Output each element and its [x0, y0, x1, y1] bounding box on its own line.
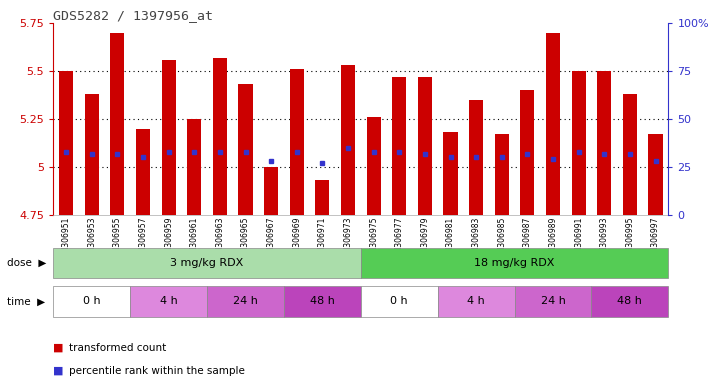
Bar	[592, 286, 668, 317]
Text: 18 mg/kg RDX: 18 mg/kg RDX	[474, 258, 555, 268]
Bar	[284, 286, 360, 317]
Text: 3 mg/kg RDX: 3 mg/kg RDX	[171, 258, 244, 268]
Text: 0 h: 0 h	[390, 296, 408, 306]
Text: percentile rank within the sample: percentile rank within the sample	[69, 366, 245, 376]
Text: 48 h: 48 h	[310, 296, 335, 306]
Bar	[136, 129, 150, 215]
Bar	[438, 286, 515, 317]
Bar	[289, 69, 304, 215]
Text: ■: ■	[53, 366, 68, 376]
Bar	[110, 33, 124, 215]
Bar	[623, 94, 637, 215]
Bar	[367, 117, 380, 215]
Bar	[392, 77, 406, 215]
Text: 48 h: 48 h	[617, 296, 642, 306]
Text: GDS5282 / 1397956_at: GDS5282 / 1397956_at	[53, 9, 213, 22]
Text: 24 h: 24 h	[233, 296, 258, 306]
Text: dose  ▶: dose ▶	[7, 258, 46, 268]
Bar	[520, 90, 535, 215]
Text: 4 h: 4 h	[160, 296, 178, 306]
Bar	[59, 71, 73, 215]
Bar	[597, 71, 611, 215]
Bar	[469, 100, 483, 215]
Bar	[360, 248, 668, 278]
Bar	[546, 33, 560, 215]
Bar	[572, 71, 586, 215]
Bar	[648, 134, 663, 215]
Text: transformed count: transformed count	[69, 343, 166, 353]
Bar	[207, 286, 284, 317]
Bar	[264, 167, 278, 215]
Text: time  ▶: time ▶	[7, 296, 46, 306]
Bar	[130, 286, 207, 317]
Bar	[341, 65, 355, 215]
Text: ■: ■	[53, 343, 68, 353]
Text: 4 h: 4 h	[467, 296, 485, 306]
Bar	[213, 58, 227, 215]
Bar	[238, 84, 252, 215]
Text: 24 h: 24 h	[540, 296, 565, 306]
Bar	[53, 286, 130, 317]
Text: 0 h: 0 h	[83, 296, 100, 306]
Bar	[187, 119, 201, 215]
Bar	[85, 94, 99, 215]
Bar	[515, 286, 592, 317]
Bar	[495, 134, 509, 215]
Bar	[161, 60, 176, 215]
Bar	[53, 248, 360, 278]
Bar	[360, 286, 438, 317]
Bar	[418, 77, 432, 215]
Bar	[444, 132, 458, 215]
Bar	[316, 180, 329, 215]
